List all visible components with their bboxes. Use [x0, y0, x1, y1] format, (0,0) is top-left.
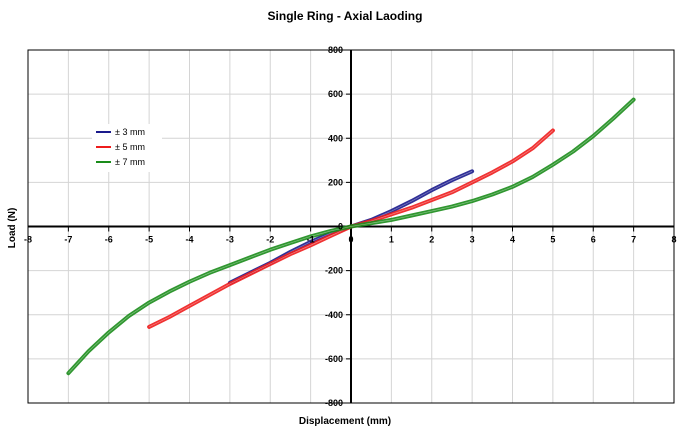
y-tick-label: -400 — [325, 310, 343, 320]
x-tick-label: 8 — [671, 235, 676, 245]
series-line — [66, 97, 636, 376]
x-tick-label: -3 — [226, 235, 234, 245]
chart-title: Single Ring - Axial Laoding — [268, 9, 423, 23]
x-tick-label: 0 — [348, 235, 353, 245]
y-tick-label: -200 — [325, 266, 343, 276]
y-tick-label: -600 — [325, 354, 343, 364]
x-tick-label: -7 — [64, 235, 72, 245]
legend: ± 3 mm ± 5 mm ± 7 mm — [92, 124, 162, 172]
x-tick-label: 5 — [550, 235, 555, 245]
y-tick-label: 200 — [328, 177, 343, 187]
series-layer — [66, 97, 636, 376]
y-tick-label: 600 — [328, 89, 343, 99]
tick-label-layer: -8 -7 -6 -5 -4 -3 -2 -1 0 1 2 3 4 5 6 7 8 -800 -600 -400 -20… — [24, 45, 677, 408]
x-tick-label: -6 — [105, 235, 113, 245]
y-axis-title: Load (N) — [7, 208, 18, 249]
series-3 — [66, 97, 636, 376]
y-tick-label: 800 — [328, 45, 343, 55]
y-tick-label: 400 — [328, 133, 343, 143]
legend-label: ± 3 mm — [115, 127, 145, 137]
legend-label: ± 5 mm — [115, 142, 145, 152]
series-line-highlight — [68, 99, 634, 374]
x-tick-label: -1 — [307, 235, 315, 245]
legend-label: ± 7 mm — [115, 157, 145, 167]
x-tick-label: 6 — [591, 235, 596, 245]
y-tick-label: 0 — [338, 222, 343, 232]
x-tick-label: 2 — [429, 235, 434, 245]
y-tick-label: -800 — [325, 398, 343, 408]
x-axis-title: Displacement (mm) — [299, 416, 391, 427]
x-tick-label: -5 — [145, 235, 153, 245]
x-tick-label: 1 — [389, 235, 394, 245]
x-tick-label: 7 — [631, 235, 636, 245]
x-tick-label: -8 — [24, 235, 32, 245]
x-tick-label: 4 — [510, 235, 515, 245]
x-tick-label: -2 — [266, 235, 274, 245]
x-tick-label: 3 — [470, 235, 475, 245]
x-tick-label: -4 — [185, 235, 193, 245]
